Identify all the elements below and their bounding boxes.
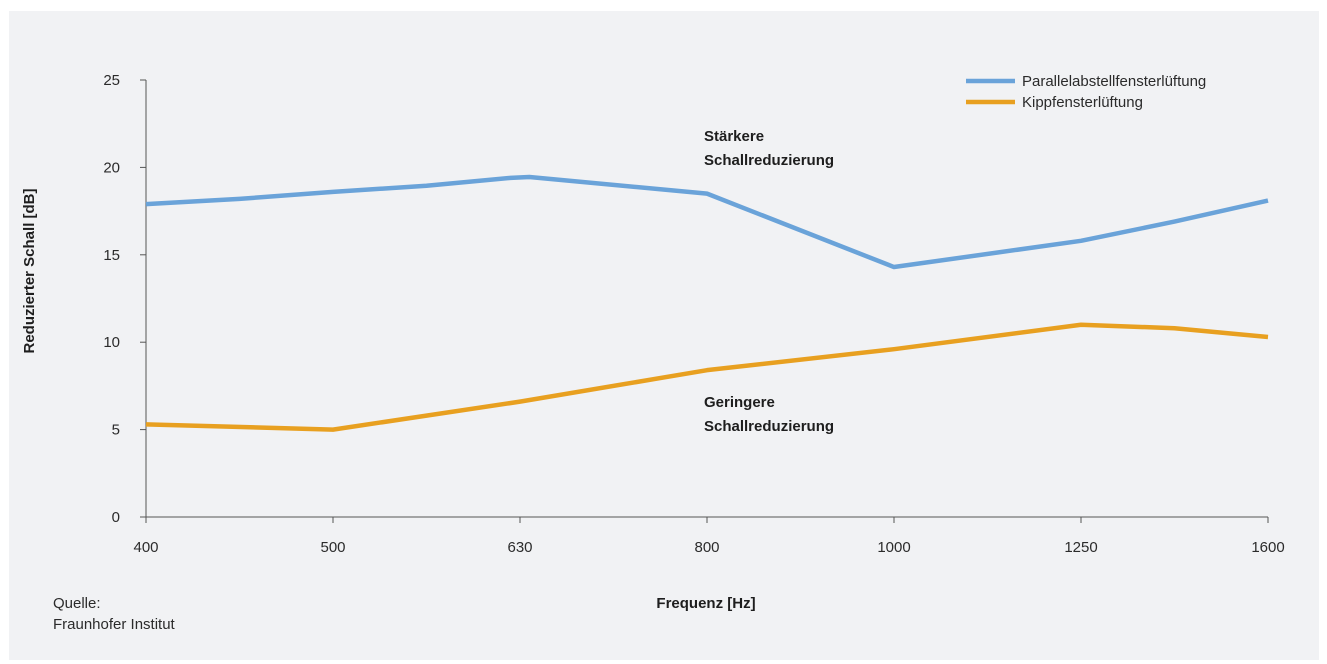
y-tick-label: 20: [103, 159, 120, 176]
x-tick-label: 500: [320, 539, 345, 556]
x-tick-label: 1600: [1251, 539, 1284, 556]
x-tick-label: 1000: [877, 539, 910, 556]
line-chart: 0 5 10 15 20 25 400 500 630 800 1000 1250 1600 Stärk…: [21, 72, 1285, 633]
annotation-text: Schallreduzierung: [704, 152, 834, 169]
annotation-layer: Stärkere Schallreduzierung Geringere Schall…: [704, 128, 834, 435]
legend-label: Kippfensterlüftung: [1022, 94, 1143, 111]
y-axis-title: Reduzierter Schall [dB]: [21, 188, 38, 353]
y-tick-label: 0: [112, 509, 120, 526]
legend: Parallelabstellfensterlüftung Kippfenster…: [966, 73, 1206, 111]
series-line-2: [145, 322, 1269, 432]
series-layer: [145, 174, 1269, 432]
series-line-1: [145, 174, 1269, 270]
y-tick-label: 25: [103, 72, 120, 89]
source-label: Quelle:: [53, 595, 101, 612]
x-tick-label: 800: [694, 539, 719, 556]
annotation-text: Geringere: [704, 394, 775, 411]
x-axis-title: Frequenz [Hz]: [656, 595, 755, 612]
y-tick-label: 15: [103, 247, 120, 264]
chart-panel: 0 5 10 15 20 25 400 500 630 800 1000 1250 1600 Stärk…: [9, 11, 1319, 660]
axes: 0 5 10 15 20 25 400 500 630 800 1000 1250 1600: [103, 72, 1284, 556]
x-tick-label: 1250: [1064, 539, 1097, 556]
source-name: Fraunhofer Institut: [53, 616, 176, 633]
legend-label: Parallelabstellfensterlüftung: [1022, 73, 1206, 90]
annotation-text: Schallreduzierung: [704, 418, 834, 435]
x-tick-label: 400: [133, 539, 158, 556]
y-tick-label: 5: [112, 422, 120, 439]
y-tick-label: 10: [103, 334, 120, 351]
annotation-text: Stärkere: [704, 128, 764, 145]
x-tick-label: 630: [507, 539, 532, 556]
